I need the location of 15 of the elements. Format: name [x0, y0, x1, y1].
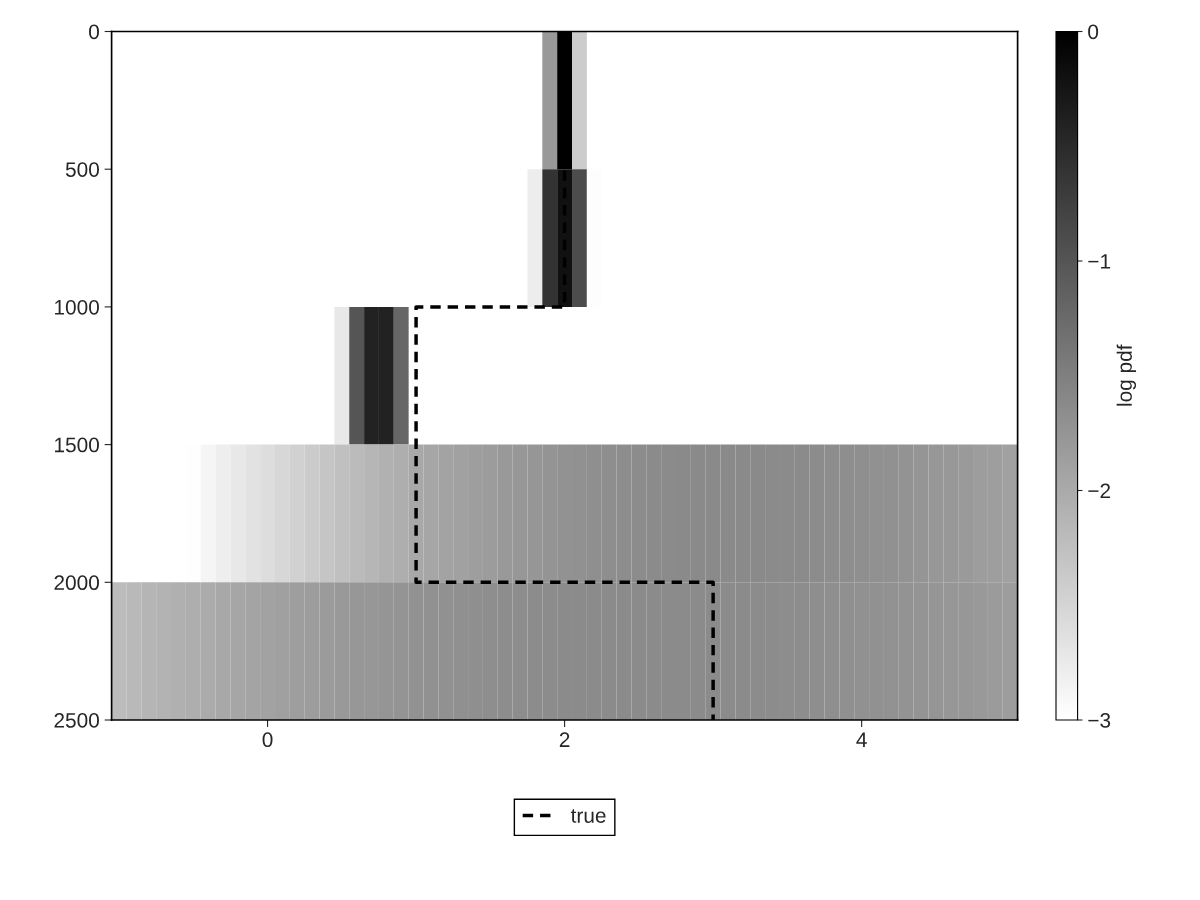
color-bar-label: 0: [1088, 24, 1099, 40]
legend-label: true: [570, 809, 606, 823]
y-tick-label: 2000: [54, 575, 99, 591]
color-bar-label: −2: [1088, 483, 1111, 499]
y-tick-label: 1000: [55, 299, 99, 315]
x-tick-label: 4: [856, 732, 867, 747]
color-bar-title: log pdf: [1116, 344, 1137, 406]
y-tick-label: 500: [65, 162, 99, 177]
y-tick-label: 2500: [54, 713, 99, 728]
color-bar-label: −3: [1088, 713, 1111, 728]
y-tick-label: 1500: [55, 437, 99, 453]
x-tick-label: 2: [559, 732, 570, 747]
color-bar-label: −1: [1088, 254, 1111, 269]
y-tick-label: 0: [89, 24, 99, 40]
x-tick-label: 0: [262, 732, 273, 748]
